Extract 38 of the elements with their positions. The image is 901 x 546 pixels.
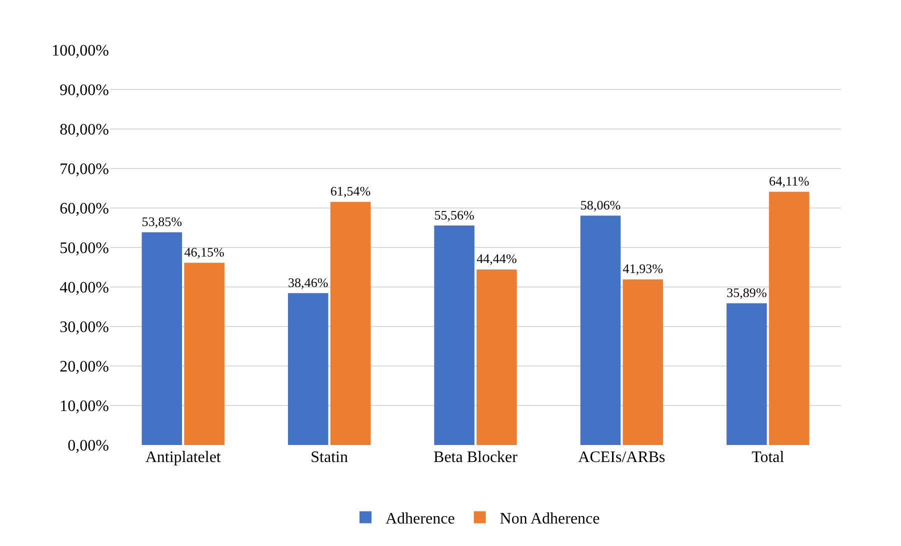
bar <box>330 202 371 445</box>
y-tick-label: 60,00% <box>60 200 109 218</box>
bar <box>142 232 182 445</box>
bar <box>184 262 224 445</box>
x-tick-label: Total <box>752 449 785 466</box>
y-tick-label: 70,00% <box>60 161 109 178</box>
data-label: 44,44% <box>476 251 517 266</box>
data-label: 53,85% <box>142 214 182 230</box>
y-tick-label: 50,00% <box>60 240 109 258</box>
bar <box>726 303 767 445</box>
y-tick-label: 90,00% <box>60 82 109 100</box>
data-label: 55,56% <box>434 207 475 222</box>
x-tick-label: Statin <box>310 449 348 466</box>
bar <box>622 279 664 445</box>
x-tick-label: ACEIs/ARBs <box>578 449 666 466</box>
data-label: 64,11% <box>768 173 810 188</box>
data-label: 58,06% <box>580 197 621 212</box>
legend-label: Adherence <box>386 510 455 528</box>
bar <box>476 269 517 445</box>
legend-label: Non Adherence <box>500 510 600 528</box>
bar <box>768 192 810 445</box>
y-tick-label: 80,00% <box>60 122 109 139</box>
data-label: 38,46% <box>288 274 328 290</box>
y-tick-label: 100,00% <box>52 42 109 60</box>
data-label: 41,93% <box>622 261 664 276</box>
bar <box>288 293 328 445</box>
y-tick-label: 10,00% <box>60 398 109 416</box>
x-tick-label: Antiplatelet <box>145 449 222 466</box>
data-label: 35,89% <box>726 284 767 300</box>
bar <box>434 226 474 445</box>
data-label: 61,54% <box>330 184 371 199</box>
y-tick-label: 40,00% <box>60 280 109 297</box>
bar <box>580 216 621 445</box>
data-label: 46,15% <box>184 244 225 260</box>
y-tick-label: 20,00% <box>60 358 109 376</box>
y-tick-label: 30,00% <box>60 319 109 336</box>
x-tick-label: Beta Blocker <box>434 449 518 466</box>
y-tick-label: 0,00% <box>68 438 109 455</box>
